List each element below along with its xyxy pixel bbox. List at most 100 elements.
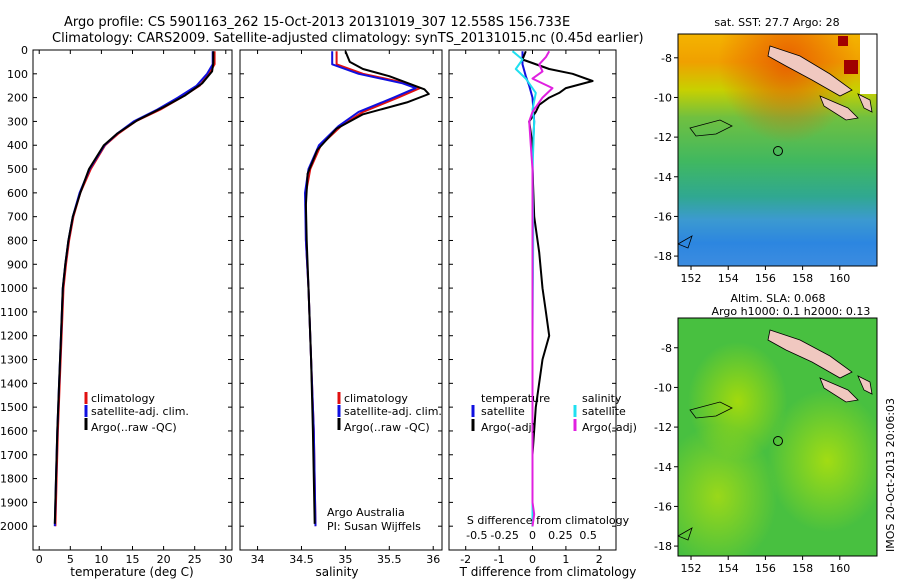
sst-hot-pixel [838,36,848,46]
legend-label-t-satellite: satellite [481,405,525,418]
legend-label-argo: Argo(..raw -QC) [91,421,177,434]
salinity-legend: climatology satellite-adj. clim. Argo(..… [337,392,442,434]
depth-tick-label: 1300 [0,354,28,367]
map-y-tick-label: -18 [654,540,672,553]
coastline [689,119,733,137]
depth-tick-label: 400 [7,139,28,152]
coastline [857,93,873,113]
depth-tick-label: 1500 [0,401,28,414]
depth-tick-label: 900 [7,258,28,271]
coastline [767,329,853,379]
x-tick-label: 35.5 [377,553,402,566]
x-tick-label-salinity: -0.25 [490,529,518,542]
difference-xlabel: T difference from climatology [459,565,637,579]
depth-tick-label: 1100 [0,306,28,319]
x-tick-label: 36 [426,553,440,566]
depth-tick-label: 2000 [0,520,28,533]
depth-tick-label: 100 [7,68,28,81]
map-y-tick-label: -14 [654,461,672,474]
x-tick-label: -1 [494,553,505,566]
depth-tick-label: 1800 [0,473,28,486]
map-x-tick-label: 158 [792,272,813,285]
x-tick-label-salinity: 0 [529,529,536,542]
map-y-tick-label: -14 [654,171,672,184]
series-climatology [304,51,421,527]
depth-tick-label: 1200 [0,330,28,343]
argo-australia-label: Argo Australia [327,506,405,519]
sst-map-frame [677,33,878,267]
coastline [819,95,859,121]
map-y-tick-label: -16 [654,210,672,223]
temperature-xlabel: temperature (deg C) [70,565,193,579]
map-y-tick-label: -18 [654,250,672,263]
coastline [678,527,693,541]
x-tick-label: 0 [36,553,43,566]
salinity-panel-frame [239,49,443,551]
map-x-tick-label: 160 [829,562,850,575]
coastline [678,235,693,249]
temperature-legend: climatology satellite-adj. clim. Argo(..… [84,392,189,434]
header-line-1: Argo profile: CS 5901163_262 15-Oct-2013… [64,15,570,30]
legend-label-argo: Argo(..raw -QC) [344,421,430,434]
x-tick-label: 2 [596,553,603,566]
map-y-tick-label: -8 [661,52,672,65]
difference-legend: temperature salinity satellite Argo(-adj… [471,392,637,434]
sst-map-axis: 152 154 156 158 160 -8 -10 -12 -14 -16 -18 [654,52,850,285]
sst-warm-patch [678,34,877,266]
x-tick-label: 1 [562,553,569,566]
depth-tick-label: 700 [7,211,28,224]
x-tick-label: 25 [188,553,202,566]
map-x-tick-label: 152 [681,562,702,575]
depth-tick-label: 800 [7,234,28,247]
map-x-tick-label: 158 [792,562,813,575]
depth-axis: 0 100 200 300 400 500 600 700 800 900 1000 1100 1200… [0,44,616,533]
map-x-tick-label: 154 [718,562,739,575]
depth-tick-label: 1600 [0,425,28,438]
x-tick-label: 20 [157,553,171,566]
sla-map [678,318,877,556]
depth-tick-label: 1700 [0,449,28,462]
legend-label-t-argo: Argo(-adj) [481,421,536,434]
map-y-tick-label: -12 [654,131,672,144]
depth-tick-label: 1400 [0,377,28,390]
x-tick-label: 35 [338,553,352,566]
x-tick-label: 34 [251,553,265,566]
map-y-tick-label: -10 [654,381,672,394]
depth-tick-label: 1900 [0,496,28,509]
map-x-tick-label: 160 [829,272,850,285]
legend-label-s-satellite: satellite [582,405,626,418]
salinity-xlabel: salinity [315,565,358,579]
x-tick-label: 34.5 [289,553,314,566]
x-tick-label: 30 [219,553,233,566]
map-x-tick-label: 156 [755,272,776,285]
map-y-tick-label: -16 [654,500,672,513]
map-y-tick-label: -10 [654,91,672,104]
pi-label: PI: Susan Wijffels [327,520,421,533]
difference-axis: -2 -1 0 1 2 -0.5 -0.25 0 0.25 0.5 [460,50,603,566]
imos-timestamp: IMOS 20-Oct-2013 20:06:03 [884,398,897,552]
sla-map-axis: 152 154 156 158 160 -8 -10 -12 -14 -16 -18 [654,342,850,575]
x-tick-label-salinity: 0.5 [579,529,597,542]
depth-tick-label: 600 [7,187,28,200]
legend-header-salinity: salinity [582,392,622,405]
map-x-tick-label: 152 [681,272,702,285]
x-tick-label-salinity: -0.5 [466,529,487,542]
coastline [689,401,733,419]
temperature-axis: 0 5 10 15 20 25 30 [36,50,233,566]
coastline [819,377,859,403]
sst-land-mask [860,34,877,94]
series-argo-raw-qc- [304,50,430,524]
temperature-series [53,51,216,527]
series-argo-raw-qc- [53,51,215,524]
series-satellite-adj-clim- [304,51,417,527]
depth-tick-label: 500 [7,163,28,176]
legend-label-climatology: climatology [91,392,155,405]
difference-series [511,50,594,527]
sla-map-frame [677,317,878,557]
map-x-tick-label: 156 [755,562,776,575]
depth-tick-label: 0 [21,44,28,57]
depth-tick-label: 200 [7,92,28,105]
legend-label-climatology: climatology [344,392,408,405]
map-x-tick-label: 154 [718,272,739,285]
